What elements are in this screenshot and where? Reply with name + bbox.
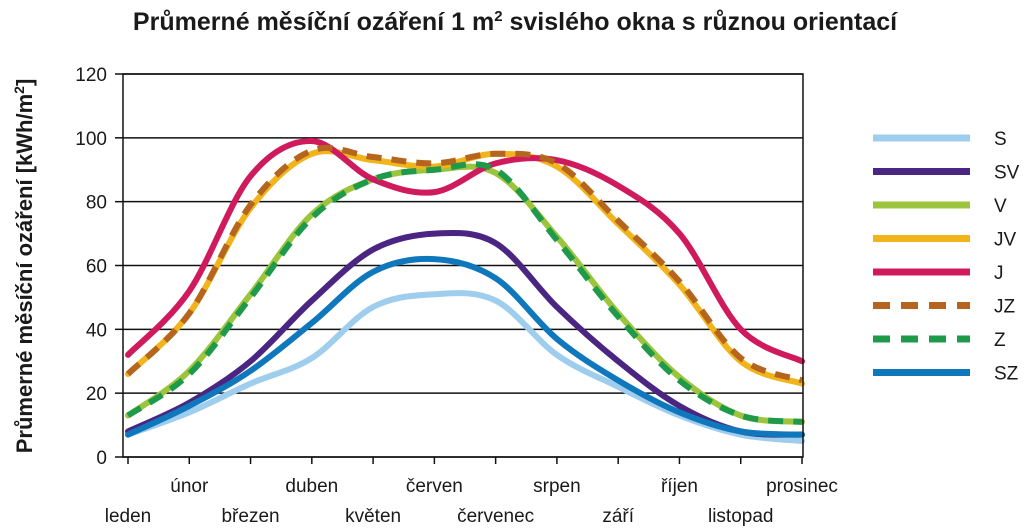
series-line-z [126,161,803,425]
legend-label: Z [994,330,1006,351]
legend-label: J [994,263,1004,284]
legend-label: V [994,196,1007,217]
y-tick-label: 20 [86,384,107,405]
chart-title: Průmerné měsíční ozáření 1 m2 svislého o… [133,8,898,36]
x-tick-label: únor [170,476,209,497]
x-tick-label: leden [105,506,152,527]
x-tick-label: prosinec [766,476,838,497]
series-line-sv [125,229,805,438]
legend-item-jv: JV [873,230,1017,251]
legend: S SV V JV J JZ Z SZ [873,129,1020,385]
y-tick-label: 60 [86,257,107,278]
y-tick-label: 80 [86,193,107,214]
series-line-j [125,138,805,365]
x-tick-label: červenec [457,506,534,527]
x-tick-label: září [602,506,634,527]
x-tick-label: říjen [661,476,698,497]
x-tick-label: květen [345,506,401,527]
legend-label: JZ [994,297,1016,318]
y-axis-ticks: 0 20 40 60 80 100 120 [75,65,123,469]
y-tick-label: 40 [86,320,107,341]
legend-item-v: V [873,196,1007,217]
legend-item-sv: SV [873,163,1020,184]
legend-label: S [994,129,1007,150]
legend-label: JV [994,230,1017,251]
legend-item-jz: JZ [873,297,1016,318]
y-tick-label: 0 [96,448,107,469]
legend-label: SV [994,163,1020,184]
y-axis-label: Průmerné měsíční ozáření [kWh/m2] [11,79,37,454]
axes [122,73,804,458]
legend-item-j: J [873,263,1004,284]
y-tick-label: 120 [75,65,107,86]
x-tick-label: březen [221,506,279,527]
legend-item-sz: SZ [873,364,1019,385]
legend-item-s: S [873,129,1007,150]
x-tick-label: srpen [533,476,581,497]
x-tick-label: duben [285,476,338,497]
plot-area [125,138,805,445]
series-line-sz [125,255,805,438]
y-tick-label: 100 [75,129,107,150]
legend-item-z: Z [873,330,1006,351]
x-tick-label: červen [406,476,463,497]
series-line-jv [125,148,805,387]
x-tick-label: listopad [708,506,774,527]
plot-frame [122,73,804,458]
legend-label: SZ [994,364,1019,385]
